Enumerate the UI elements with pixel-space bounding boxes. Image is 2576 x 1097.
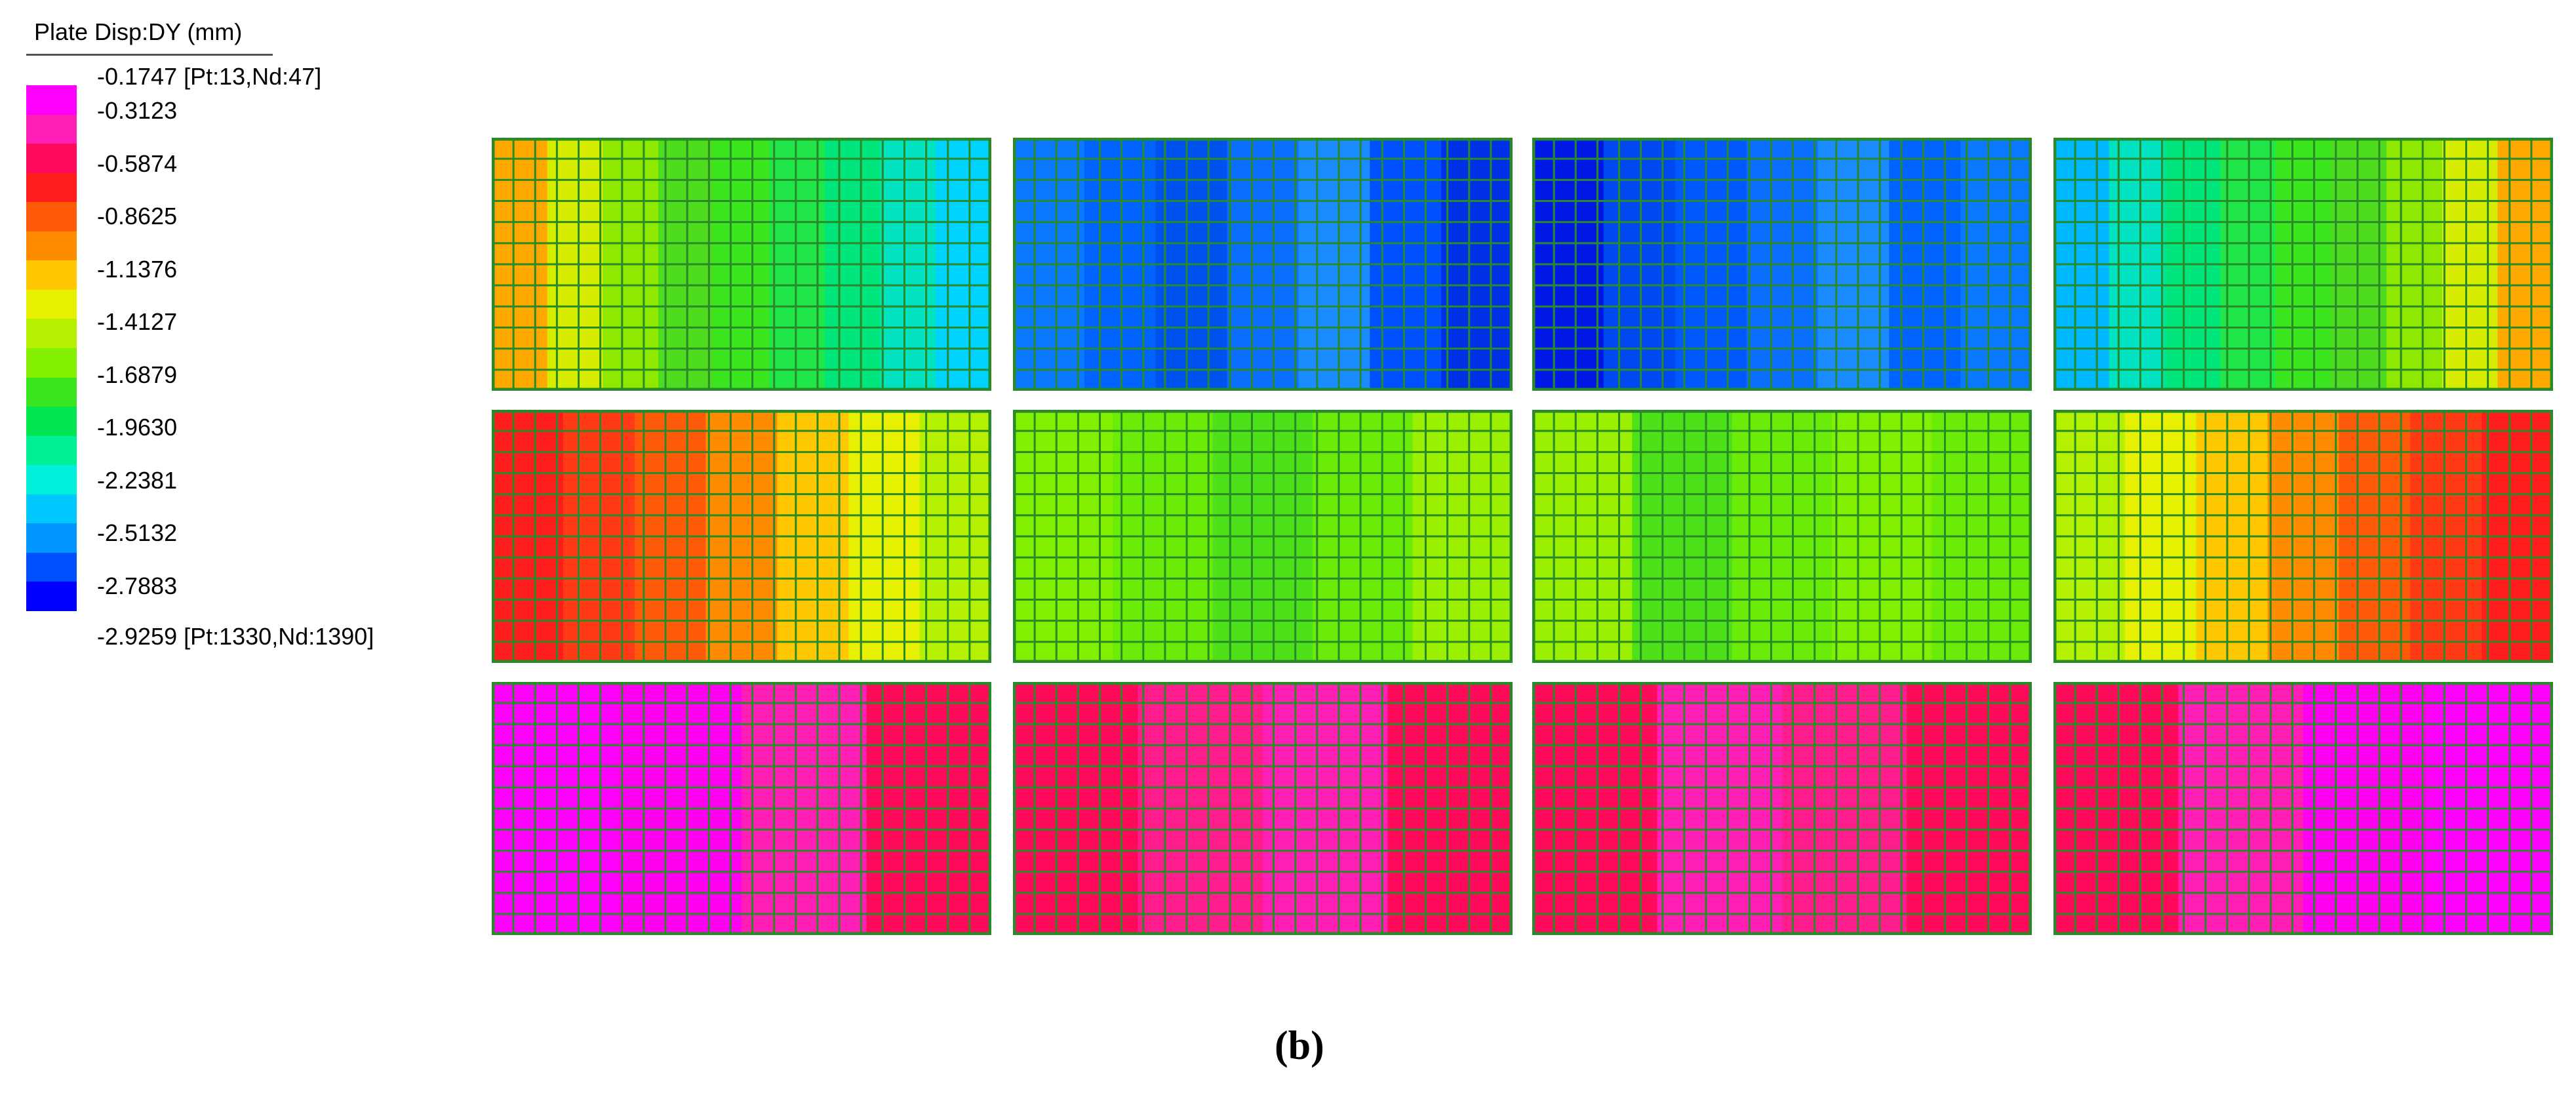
- legend-swatch: [26, 552, 77, 582]
- legend-title: Plate Disp:DY (mm): [34, 18, 243, 45]
- legend-swatch: [26, 348, 77, 378]
- legend-swatch: [26, 114, 77, 144]
- legend-title-underline: [26, 54, 273, 56]
- legend-tick-label: -2.2381: [97, 466, 178, 494]
- contour-field: [2053, 138, 2553, 391]
- contour-field: [492, 410, 991, 663]
- legend-tick-label: -1.6879: [97, 361, 178, 388]
- panel-border: [1013, 682, 1513, 935]
- legend-swatch: [26, 377, 77, 407]
- panel-border: [492, 138, 991, 391]
- legend-swatch: [26, 465, 77, 495]
- legend-swatch: [26, 260, 77, 290]
- panel-border: [2053, 138, 2553, 391]
- panel-border: [2053, 410, 2553, 663]
- legend-tick-label: -0.3123: [97, 97, 178, 124]
- figure-caption: (b): [1275, 1024, 1324, 1068]
- legend-tick-label: -2.5132: [97, 519, 178, 546]
- legend-swatch: [26, 582, 77, 612]
- legend-tick-label: -1.4127: [97, 308, 178, 335]
- panel-border: [1013, 138, 1513, 391]
- legend-tick-label: -1.1376: [97, 255, 178, 283]
- contour-panel-r2c1: [492, 410, 991, 663]
- contour-panel-r1c2: [1013, 138, 1513, 391]
- contour-panel-r1c1: [492, 138, 991, 391]
- legend-swatch: [26, 144, 77, 174]
- contour-panel-r3c1: [492, 682, 991, 935]
- contour-field: [2053, 410, 2553, 663]
- contour-panel-r1c3: [1532, 138, 2032, 391]
- legend-tick-label: -0.5874: [97, 150, 178, 177]
- panel-border: [492, 410, 991, 663]
- legend-swatch: [26, 289, 77, 319]
- panel-border: [1532, 138, 2032, 391]
- contour-field: [492, 138, 991, 391]
- legend-swatch: [26, 494, 77, 524]
- legend-swatch: [26, 231, 77, 261]
- legend-swatch: [26, 319, 77, 349]
- contour-field: [1532, 410, 2032, 663]
- contour-field: [1013, 138, 1513, 391]
- legend-tick-label: -0.8625: [97, 203, 178, 229]
- contour-field: [1532, 138, 2032, 391]
- legend-tick-label: -2.7883: [97, 572, 178, 599]
- panel-border: [1532, 410, 2032, 663]
- panel-border: [1013, 410, 1513, 663]
- legend-swatch: [26, 172, 77, 203]
- legend-swatch: [26, 85, 77, 115]
- panel-border: [492, 682, 991, 935]
- contour-panel-r3c3: [1532, 682, 2032, 935]
- contour-panel-r1c4: [2053, 138, 2553, 391]
- legend-swatch: [26, 202, 77, 232]
- legend-max-label: -0.1747 [Pt:13,Nd:47]: [97, 63, 322, 90]
- legend-swatch: [26, 435, 77, 466]
- contour-field: [1013, 682, 1513, 935]
- legend-swatch: [26, 407, 77, 437]
- contour-field: [492, 682, 991, 935]
- contour-panel-r3c2: [1013, 682, 1513, 935]
- legend-color-bar: [26, 85, 77, 612]
- contour-plot-area: [492, 138, 2564, 944]
- contour-panel-r2c4: [2053, 410, 2553, 663]
- color-legend: Plate Disp:DY (mm) -0.1747 [Pt:13,Nd:47]…: [0, 0, 459, 669]
- legend-swatch: [26, 523, 77, 553]
- contour-panel-r2c2: [1013, 410, 1513, 663]
- contour-field: [1013, 410, 1513, 663]
- contour-panel-r3c4: [2053, 682, 2553, 935]
- legend-tick-label: -1.9630: [97, 414, 178, 441]
- legend-min-label: -2.9259 [Pt:1330,Nd:1390]: [97, 623, 374, 650]
- contour-panel-r2c3: [1532, 410, 2032, 663]
- panel-border: [1532, 682, 2032, 935]
- contour-field: [2053, 682, 2553, 935]
- panel-border: [2053, 682, 2553, 935]
- contour-field: [1532, 682, 2032, 935]
